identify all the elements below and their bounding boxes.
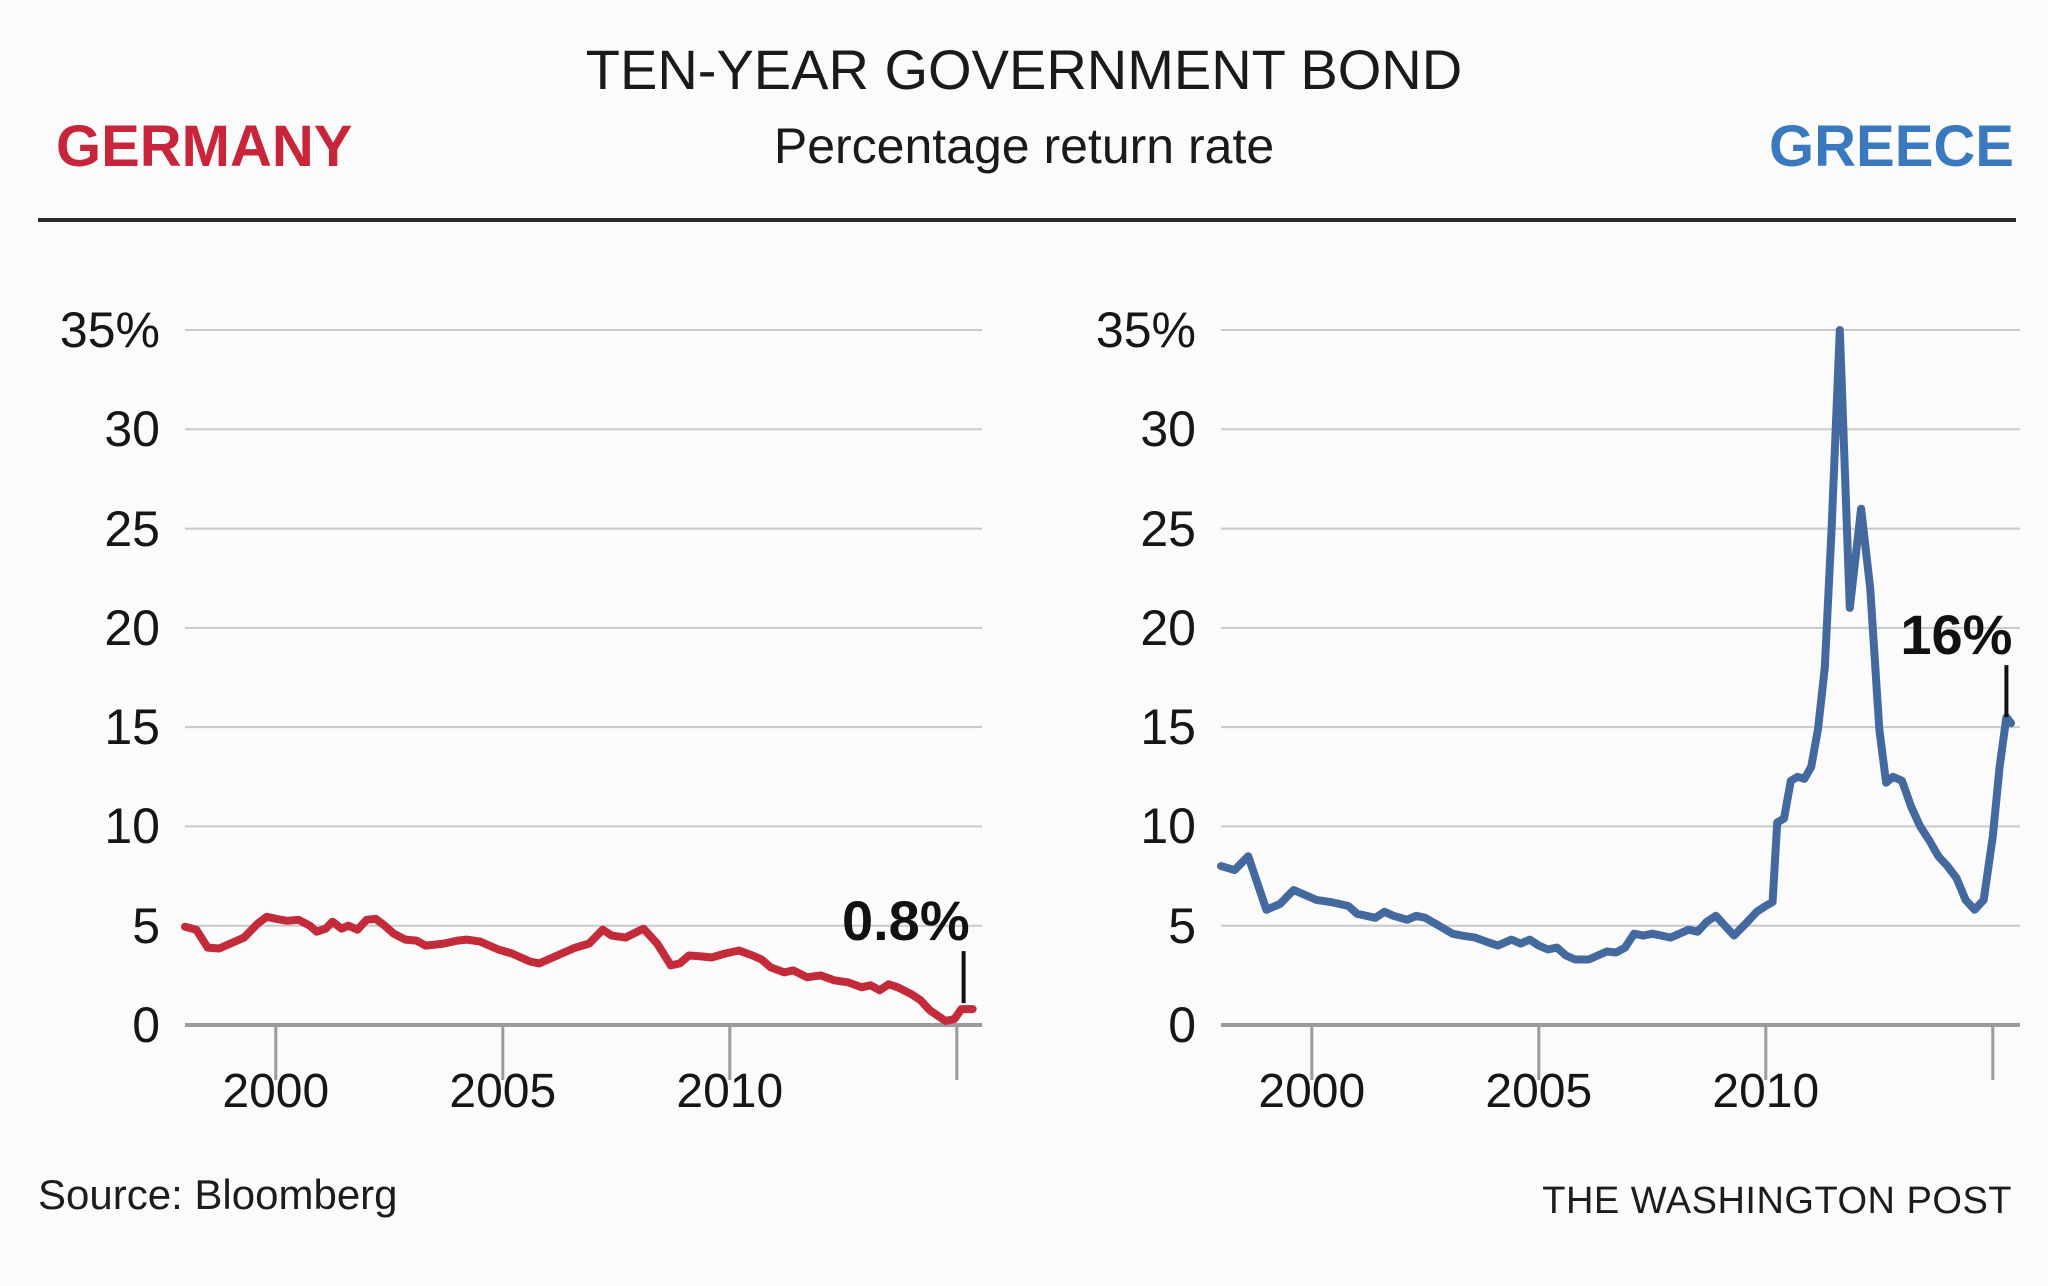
y-axis-label: 0: [132, 997, 160, 1053]
germany-panel-label: GERMANY: [56, 114, 353, 179]
x-axis-label: 2005: [1485, 1065, 1593, 1118]
y-axis-label: 30: [104, 401, 160, 458]
y-axis-label: 5: [132, 897, 160, 954]
y-axis-label: 10: [104, 798, 160, 855]
y-axis-label: 35%: [1095, 302, 1196, 358]
x-axis-label: 2010: [1712, 1065, 1820, 1118]
source-credit: Source: Bloomberg: [38, 1171, 398, 1218]
y-axis-label: 20: [104, 599, 160, 656]
greece-panel-label: GREECE: [1769, 114, 2014, 179]
y-axis-label: 15: [104, 699, 160, 756]
y-axis-label: 20: [1140, 599, 1196, 656]
x-axis-label: 2000: [1258, 1065, 1366, 1118]
greece-line: [1217, 326, 2015, 964]
x-axis-label: 2000: [222, 1065, 330, 1118]
y-axis-label: 5: [1168, 897, 1196, 954]
x-axis-label: 2010: [676, 1065, 784, 1118]
publisher-credit: THE WASHINGTON POST: [1542, 1180, 2012, 1222]
y-axis-label: 25: [104, 500, 160, 557]
germany-line: [181, 912, 977, 1025]
germany-annotation-label: 0.8%: [841, 889, 970, 953]
y-axis-label: 25: [1140, 500, 1196, 557]
greece-annotation-label: 16%: [1900, 603, 2013, 667]
y-axis-label: 10: [1140, 798, 1196, 855]
x-axis-label: 2005: [449, 1065, 557, 1118]
chart-subtitle: Percentage return rate: [773, 118, 1275, 174]
y-axis-label: 0: [1168, 997, 1196, 1053]
y-axis-label: 35%: [59, 302, 160, 358]
chart-title: TEN-YEAR GOVERNMENT BOND: [585, 38, 1463, 101]
y-axis-label: 15: [1140, 699, 1196, 756]
y-axis-label: 30: [1140, 401, 1196, 458]
header-divider-rule: [38, 218, 2016, 222]
